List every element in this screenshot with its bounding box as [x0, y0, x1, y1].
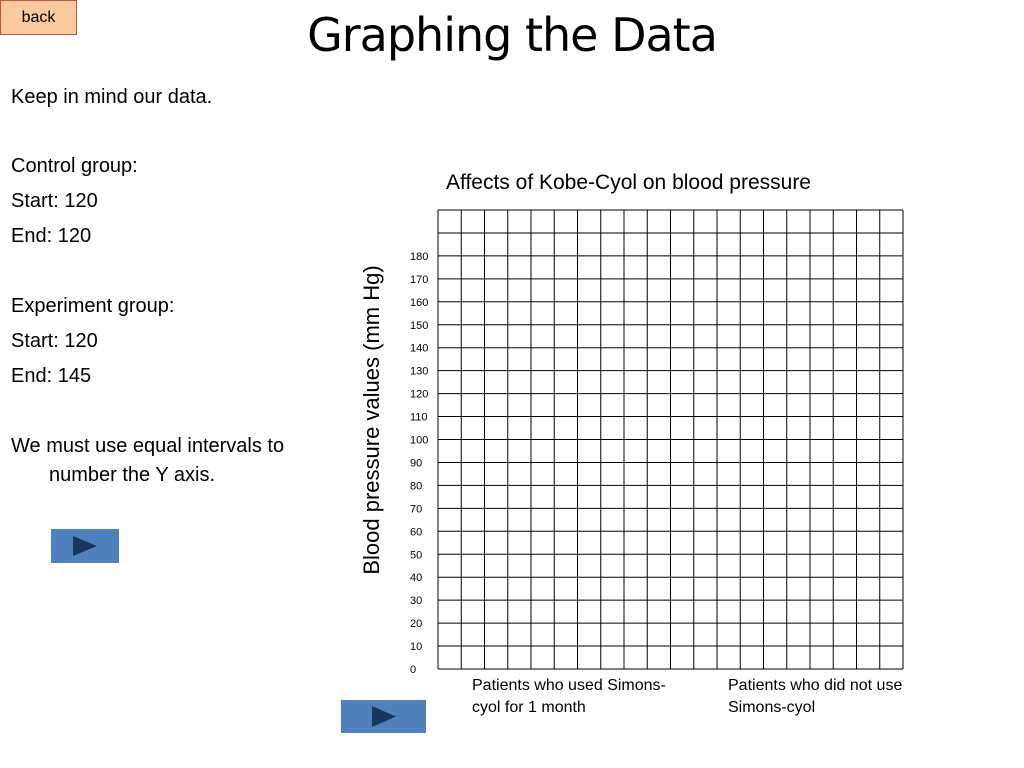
note: Keep in mind our data.: [11, 86, 213, 108]
y-number: 160: [410, 297, 428, 309]
next-button[interactable]: [51, 529, 119, 563]
note: Control group:: [11, 155, 138, 177]
y-number: 90: [410, 457, 422, 469]
y-number: 130: [410, 366, 428, 378]
back-button[interactable]: back: [0, 0, 77, 35]
y-number: 40: [410, 572, 422, 584]
y-number: 150: [410, 320, 428, 332]
note: Start: 120: [11, 330, 98, 352]
y-number: 70: [410, 503, 422, 515]
y-number: 60: [410, 526, 422, 538]
note: Experiment group:: [11, 295, 175, 317]
y-number: 20: [410, 618, 422, 630]
note: We must use equal intervals to number th…: [11, 435, 285, 486]
note: End: 120: [11, 225, 92, 247]
y-number: 170: [410, 274, 428, 286]
y-number: 110: [410, 412, 428, 424]
y-number: 50: [410, 549, 422, 561]
y-number: 10: [410, 641, 422, 653]
y-number: 100: [410, 435, 428, 447]
slide-title: Graphing the Data: [307, 8, 718, 62]
play-icon: [372, 706, 396, 727]
graph-title: Affects of Kobe-Cyol on blood pressure: [446, 171, 811, 194]
y-number: 80: [410, 480, 422, 492]
play-icon: [73, 536, 97, 556]
y-number: 180: [410, 251, 428, 263]
note: End: 145: [11, 365, 92, 387]
y-number: 30: [410, 595, 422, 607]
y-number: 0: [410, 664, 416, 676]
next-button[interactable]: [341, 700, 426, 733]
group-label: Patients who used Simons-cyol for 1 mont…: [472, 677, 666, 716]
group-label: Patients who did not use Simons-cyol: [728, 677, 903, 716]
y-number: 120: [410, 389, 428, 401]
y-number: 140: [410, 343, 428, 355]
note: Start: 120: [11, 190, 98, 212]
